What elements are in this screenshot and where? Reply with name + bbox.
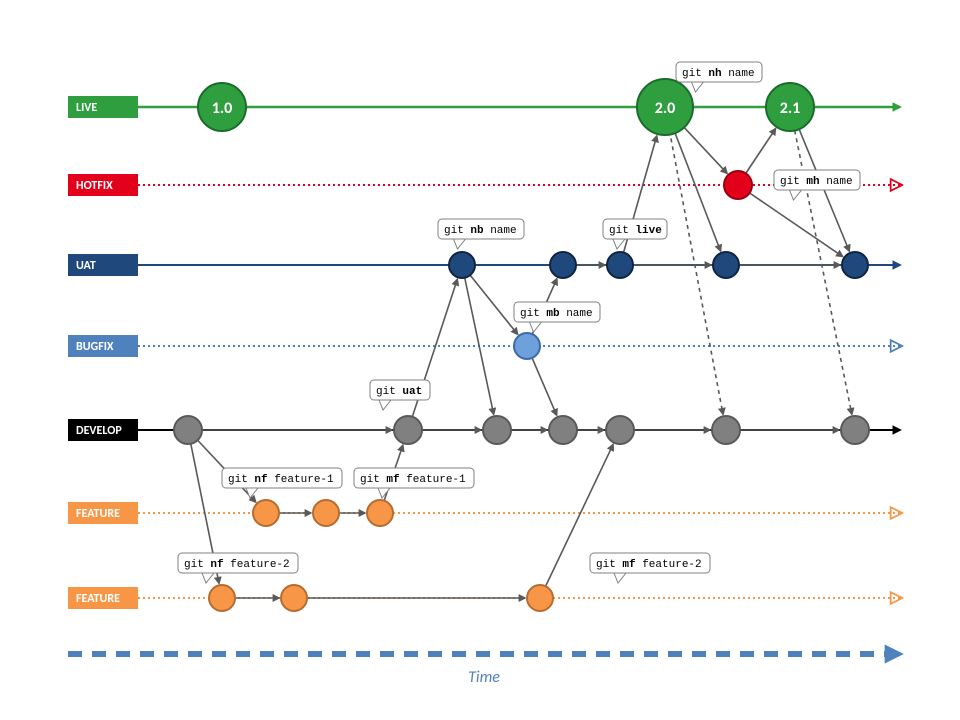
callout-text-6: git nf feature-1 xyxy=(228,474,334,486)
node-dev6 xyxy=(841,416,869,444)
node-uat4 xyxy=(713,252,739,278)
node-dev2 xyxy=(483,416,511,444)
lane-label-hotfix: HOTFIX xyxy=(76,179,113,193)
gitflow-diagram: LIVE HOTFIX UAT BUGFIX DEVELOP FEATURE FEATURE… xyxy=(0,0,960,720)
callout-text-4: git mb name xyxy=(520,308,593,320)
lane-label-feat2: FEATURE xyxy=(76,592,120,606)
callout-text-9: git mf feature-2 xyxy=(596,559,702,571)
callout-text-0: git nh name xyxy=(682,68,755,80)
callout-tail-2 xyxy=(613,239,625,249)
node-label-live21: 2.1 xyxy=(780,99,801,118)
node-f1a xyxy=(253,500,279,526)
lane-label-bugfix: BUGFIX xyxy=(76,340,114,354)
node-f2c xyxy=(527,585,553,611)
node-uat1 xyxy=(449,252,475,278)
node-f1b xyxy=(313,500,339,526)
edge-dev1-uat1 xyxy=(408,279,457,430)
callout-text-2: git live xyxy=(609,225,662,237)
node-label-live10: 1.0 xyxy=(212,99,233,118)
node-uat2 xyxy=(550,252,576,278)
callout-text-5: git uat xyxy=(376,386,422,398)
callout-tail-0 xyxy=(692,82,704,92)
node-dev5 xyxy=(712,416,740,444)
callout-tail-5 xyxy=(379,400,391,410)
node-bug1 xyxy=(514,333,540,359)
node-dev4 xyxy=(606,416,634,444)
lane-label-uat: UAT xyxy=(76,259,96,273)
callout-tail-1 xyxy=(790,190,802,200)
lane-label-develop: DEVELOP xyxy=(76,424,122,438)
edge-uat1-dev2 xyxy=(462,265,494,414)
node-label-live20: 2.0 xyxy=(655,99,676,118)
node-f1c xyxy=(367,500,393,526)
callout-tail-6 xyxy=(246,488,258,498)
edge-f2c-dev4 xyxy=(540,444,613,598)
callout-tail-9 xyxy=(614,573,626,583)
time-axis-label: Time xyxy=(468,668,500,687)
callout-text-8: git nf feature-2 xyxy=(184,559,290,571)
node-dev3 xyxy=(549,416,577,444)
node-hot1 xyxy=(724,171,752,199)
callout-tail-4 xyxy=(530,322,542,332)
node-f2a xyxy=(209,585,235,611)
callout-text-7: git mf feature-1 xyxy=(360,474,466,486)
node-f2b xyxy=(281,585,307,611)
node-dev0 xyxy=(174,416,202,444)
callouts-layer: git nh name git mh name git live git nb nam… xyxy=(178,62,860,583)
edge-uat3-live20 xyxy=(620,136,657,265)
callout-text-3: git nb name xyxy=(444,225,517,237)
callout-tail-7 xyxy=(378,488,390,498)
node-uat5 xyxy=(842,252,868,278)
callout-text-1: git mh name xyxy=(780,176,853,188)
lane-label-live: LIVE xyxy=(76,101,97,115)
node-uat3 xyxy=(607,252,633,278)
callout-tail-3 xyxy=(454,239,466,249)
callout-tail-8 xyxy=(202,573,214,583)
node-dev1 xyxy=(394,416,422,444)
lane-label-feat1: FEATURE xyxy=(76,507,120,521)
